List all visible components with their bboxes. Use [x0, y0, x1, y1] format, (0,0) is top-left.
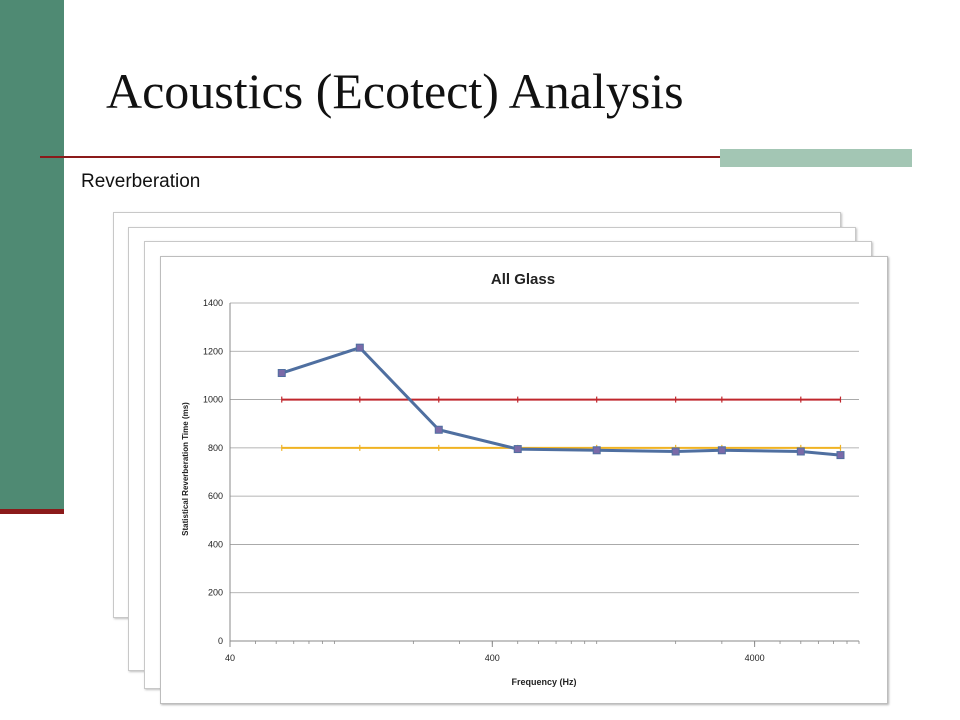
- sidebar-accent: [0, 0, 64, 511]
- y-tick-label-400: 400: [208, 539, 223, 549]
- series-layer: [277, 343, 845, 460]
- x-tick-label-40: 40: [225, 653, 235, 663]
- axis-layer: 0 200 400 600 800 1000 1200 1400 40 400 4000: [203, 298, 860, 663]
- y-tick-label-0: 0: [218, 636, 223, 646]
- chart-frame: 0 200 400 600 800 1000 1200 1400 40 400 4000 All G…: [160, 256, 888, 704]
- data-point-6000: [796, 447, 805, 456]
- sidebar-accent-edge: [0, 509, 64, 514]
- chart-title: All Glass: [491, 271, 555, 288]
- title-divider: [40, 156, 912, 158]
- data-point-125: [355, 343, 364, 352]
- y-tick-label-1400: 1400: [203, 298, 223, 308]
- data-point-1000: [592, 446, 601, 455]
- data-point-63: [277, 369, 286, 378]
- data-point-500: [513, 445, 522, 454]
- y-tick-label-1000: 1000: [203, 395, 223, 405]
- slide-title: Acoustics (Ecotect) Analysis: [106, 63, 684, 119]
- data-point-250: [434, 425, 443, 434]
- reverberation-chart: 0 200 400 600 800 1000 1200 1400 40 400 4000 All G…: [181, 271, 860, 687]
- reference-lines: [281, 396, 842, 451]
- series-line: [281, 346, 841, 457]
- y-tick-label-800: 800: [208, 443, 223, 453]
- y-axis-label: Statistical Reverberation Time (ms): [181, 402, 190, 536]
- y-tick-label-600: 600: [208, 491, 223, 501]
- x-tick-label-400: 400: [485, 653, 500, 663]
- y-tick-label-200: 200: [208, 588, 223, 598]
- title-divider-accent: [720, 149, 912, 167]
- data-point-2000: [671, 447, 680, 456]
- data-point-3000: [717, 446, 726, 455]
- slide-subtitle: Reverberation: [81, 171, 201, 192]
- data-point-8500: [836, 451, 845, 460]
- grid-layer: [230, 302, 859, 642]
- x-axis-label: Frequency (Hz): [511, 677, 576, 687]
- y-tick-label-1200: 1200: [203, 346, 223, 356]
- x-tick-label-4000: 4000: [745, 653, 765, 663]
